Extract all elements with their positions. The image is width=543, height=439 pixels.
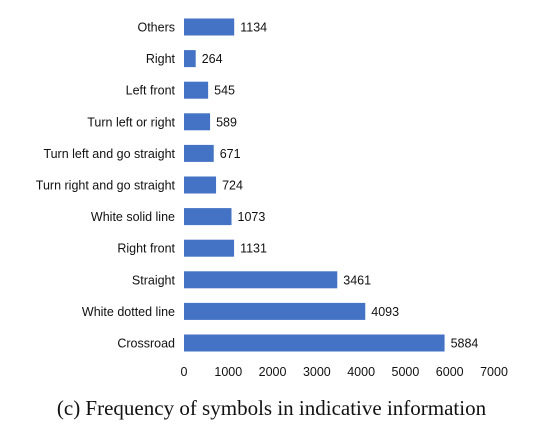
category-label: White dotted line [82,305,175,319]
x-tick-label: 1000 [214,365,242,379]
bar [184,271,338,289]
category-label: Straight [132,273,176,287]
bar [184,50,196,68]
data-label: 671 [220,147,241,161]
bar [184,144,214,162]
data-label: 1134 [240,21,267,35]
bar [184,113,211,131]
x-tick-label: 3000 [303,365,331,379]
data-label: 724 [222,179,243,193]
bar-chart: Others Right Left front Turn left or right T… [36,18,508,379]
bar [184,239,235,257]
category-label: Left front [126,84,176,98]
x-tick-label: 7000 [480,365,508,379]
category-label: White solid line [91,210,175,224]
data-label: 545 [214,84,235,98]
category-label: Right front [117,242,175,256]
x-tick-label: 4000 [347,365,375,379]
category-labels: Others Right Left front Turn left or right T… [36,21,176,351]
data-label: 1073 [238,210,266,224]
data-label: 4093 [371,305,399,319]
category-label: Turn left or right [87,115,175,129]
category-label: Turn right and go straight [36,179,176,193]
figure-caption: (c) Frequency of symbols in indicative i… [56,396,487,420]
x-tick-label: 5000 [392,365,420,379]
bar [184,208,232,226]
category-label: Turn left and go straight [43,147,175,161]
bar [184,334,445,352]
bar [184,81,209,99]
x-tick-label: 6000 [436,365,464,379]
x-tick-label: 2000 [259,365,287,379]
bar [184,18,235,36]
data-label: 3461 [343,273,371,287]
bar [184,302,366,320]
bars-group [184,18,445,352]
category-label: Crossroad [117,337,175,351]
category-label: Others [137,21,175,35]
data-label: 589 [216,115,237,129]
data-label: 264 [202,52,223,66]
x-axis-ticks: 0 1000 2000 3000 4000 5000 6000 7000 [181,365,508,379]
category-label: Right [146,52,176,66]
value-labels: 1134 264 545 589 671 724 1073 1131 3461 4093 5884 [202,21,479,351]
x-tick-label: 0 [181,365,188,379]
data-label: 5884 [451,337,479,351]
bar [184,176,217,194]
data-label: 1131 [240,242,267,256]
